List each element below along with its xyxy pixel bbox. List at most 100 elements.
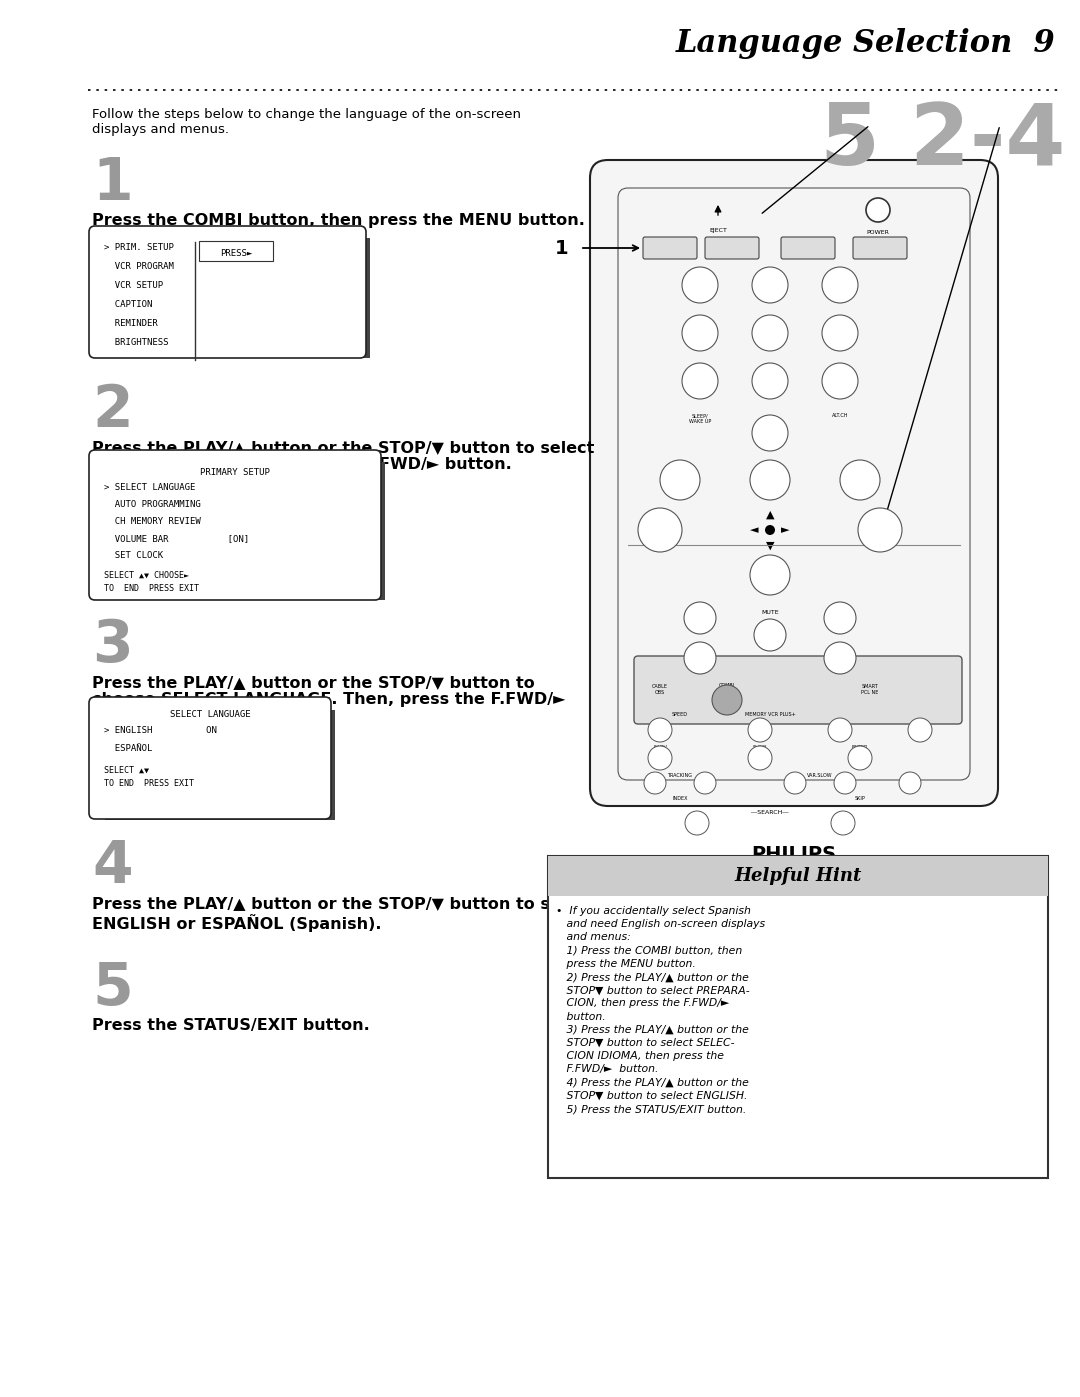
FancyBboxPatch shape: [105, 237, 370, 358]
Text: STATUS
EXIT: STATUS EXIT: [723, 243, 741, 253]
Circle shape: [694, 773, 716, 793]
Text: 6: 6: [837, 328, 843, 338]
Text: PRESS►: PRESS►: [220, 249, 252, 258]
FancyBboxPatch shape: [705, 237, 759, 258]
Circle shape: [848, 746, 872, 770]
Text: ENTER: ENTER: [852, 745, 868, 750]
Text: Language Selection  9: Language Selection 9: [675, 28, 1055, 59]
Circle shape: [765, 525, 775, 535]
FancyBboxPatch shape: [105, 462, 384, 599]
Circle shape: [752, 363, 788, 400]
Text: VCR SETUP: VCR SETUP: [104, 281, 163, 291]
Text: CH MEMORY REVIEW: CH MEMORY REVIEW: [104, 517, 201, 527]
Text: SMART
PCL NE: SMART PCL NE: [862, 685, 879, 694]
FancyBboxPatch shape: [643, 237, 697, 258]
Text: ESPAÑOL: ESPAÑOL: [104, 745, 152, 753]
Text: 5 2-4: 5 2-4: [820, 101, 1065, 183]
Text: F.FWD: F.FWD: [870, 528, 890, 532]
Text: 3: 3: [92, 617, 133, 673]
Text: MUTE: MUTE: [761, 610, 779, 615]
Circle shape: [824, 602, 856, 634]
Text: 1: 1: [92, 155, 133, 212]
Circle shape: [899, 773, 921, 793]
Text: 2: 2: [92, 381, 133, 439]
Circle shape: [866, 198, 890, 222]
Text: ▲: ▲: [907, 778, 914, 788]
FancyBboxPatch shape: [89, 226, 366, 358]
Text: PHILIPS: PHILIPS: [752, 845, 837, 865]
Text: SKIP: SKIP: [854, 796, 865, 800]
Text: REMINDER: REMINDER: [104, 319, 158, 328]
Bar: [548, 856, 1048, 895]
Circle shape: [822, 363, 858, 400]
Circle shape: [648, 718, 672, 742]
Circle shape: [752, 267, 788, 303]
Bar: [548, 856, 1048, 1178]
Text: 3: 3: [837, 279, 843, 291]
Circle shape: [644, 773, 666, 793]
Circle shape: [784, 773, 806, 793]
Text: 4: 4: [92, 838, 133, 895]
FancyBboxPatch shape: [781, 237, 835, 258]
Text: CLEAR: CLEAR: [800, 246, 816, 250]
Text: ▲: ▲: [766, 510, 774, 520]
Circle shape: [681, 363, 718, 400]
Text: CH
▲: CH ▲: [696, 612, 705, 623]
Text: PLAY: PLAY: [764, 478, 777, 482]
Circle shape: [648, 746, 672, 770]
FancyBboxPatch shape: [89, 697, 330, 819]
Circle shape: [750, 555, 789, 595]
Circle shape: [831, 812, 855, 835]
Circle shape: [685, 812, 708, 835]
Circle shape: [752, 415, 788, 451]
Text: VAR.SLOW: VAR.SLOW: [807, 773, 833, 778]
Circle shape: [681, 314, 718, 351]
Text: TRACKING: TRACKING: [667, 773, 692, 778]
Text: SPEED: SPEED: [672, 712, 688, 717]
Circle shape: [750, 460, 789, 500]
Circle shape: [660, 460, 700, 500]
Text: ALT.CH: ALT.CH: [832, 414, 848, 418]
Text: IREW: IREW: [652, 528, 669, 532]
Circle shape: [840, 460, 880, 500]
Text: SET CLOCK: SET CLOCK: [104, 550, 163, 560]
Text: SELECT ▲▼: SELECT ▲▼: [104, 766, 149, 775]
Circle shape: [828, 718, 852, 742]
Text: ►: ►: [781, 525, 789, 535]
Text: Press the PLAY/▲ button or the STOP/▼ button to select
PRIM. SETUP. Then, press : Press the PLAY/▲ button or the STOP/▼ bu…: [92, 440, 594, 472]
Circle shape: [822, 267, 858, 303]
Text: PRIMARY SETUP: PRIMARY SETUP: [200, 468, 270, 476]
Text: MEMORY VCR PLUS+: MEMORY VCR PLUS+: [744, 712, 795, 717]
Text: AUTO PROGRAMMING: AUTO PROGRAMMING: [104, 500, 201, 509]
Text: ▼: ▼: [841, 778, 848, 788]
Text: MENU: MENU: [663, 246, 677, 250]
Circle shape: [684, 643, 716, 673]
Text: VOL
▼: VOL ▼: [833, 652, 847, 664]
Text: PAUSE
STILL: PAUSE STILL: [851, 475, 868, 485]
Circle shape: [748, 718, 772, 742]
Text: 5: 5: [767, 328, 773, 338]
Circle shape: [754, 619, 786, 651]
Text: ―SEARCH―: ―SEARCH―: [752, 810, 788, 814]
Text: POWER: POWER: [866, 231, 890, 235]
Text: SLOW: SLOW: [753, 745, 767, 750]
Text: EJECT: EJECT: [710, 228, 727, 233]
Text: INDEX: INDEX: [672, 796, 688, 800]
Text: F.ADV: F.ADV: [653, 745, 667, 750]
Circle shape: [822, 314, 858, 351]
Circle shape: [752, 314, 788, 351]
Circle shape: [748, 746, 772, 770]
Circle shape: [684, 602, 716, 634]
Text: > ENGLISH          ON: > ENGLISH ON: [104, 726, 217, 735]
Text: > PRIM. SETUP: > PRIM. SETUP: [104, 243, 174, 251]
Text: ▲: ▲: [702, 778, 708, 788]
Text: ▼: ▼: [651, 778, 658, 788]
Text: 9: 9: [837, 376, 843, 386]
Text: 4: 4: [697, 328, 703, 338]
Text: Press the PLAY/▲ button or the STOP/▼ button to
choose SELECT LANGUAGE. Then, pr: Press the PLAY/▲ button or the STOP/▼ bu…: [92, 675, 565, 725]
Text: 1: 1: [697, 279, 703, 291]
Text: > SELECT LANGUAGE: > SELECT LANGUAGE: [104, 483, 195, 492]
Circle shape: [908, 718, 932, 742]
Text: CH
▼: CH ▼: [696, 652, 705, 664]
FancyBboxPatch shape: [853, 237, 907, 258]
